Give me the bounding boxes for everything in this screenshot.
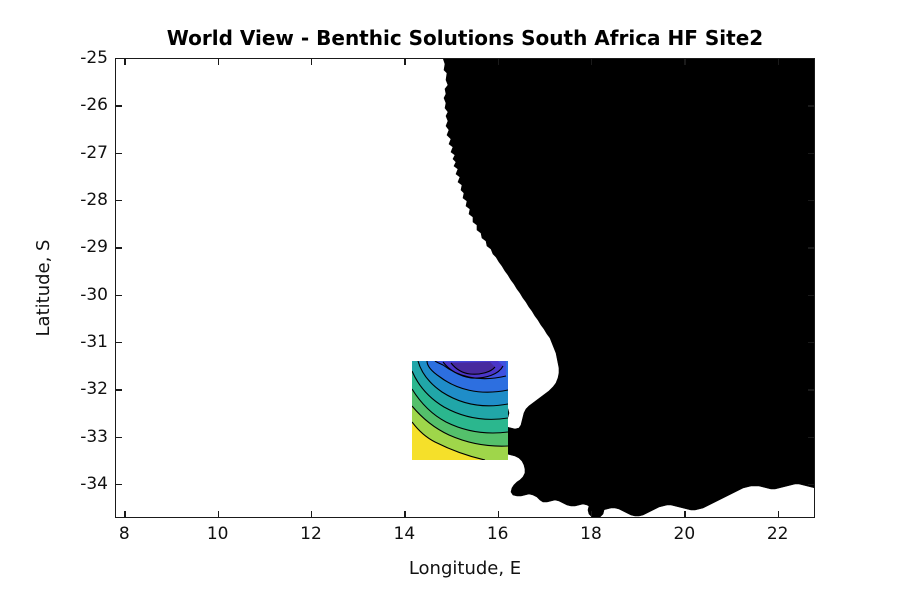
map-axes[interactable] bbox=[115, 58, 815, 518]
xtick-label: 10 bbox=[206, 524, 229, 544]
ytick-mark bbox=[115, 58, 122, 60]
ytick-label: -32 bbox=[80, 379, 108, 400]
xtick-mark bbox=[777, 511, 779, 518]
contour-band-1 bbox=[451, 362, 495, 375]
ytick-mark bbox=[115, 152, 122, 154]
ytick-mark bbox=[115, 105, 122, 107]
xtick-mark-top bbox=[124, 58, 126, 65]
xtick-mark bbox=[497, 511, 499, 518]
ytick-mark-right bbox=[808, 105, 815, 107]
ytick-label: -25 bbox=[80, 48, 108, 68]
xtick-mark bbox=[217, 511, 219, 518]
xtick-label: 8 bbox=[118, 524, 130, 544]
ytick-mark-right bbox=[808, 436, 815, 438]
ytick-label: -28 bbox=[80, 190, 108, 210]
contour-inset-layer[interactable] bbox=[412, 361, 508, 460]
xtick-mark-top bbox=[777, 58, 779, 65]
contour-lines bbox=[412, 361, 508, 460]
xtick-mark-top bbox=[497, 58, 499, 65]
ytick-mark bbox=[115, 200, 122, 202]
y-axis-label: Latitude, S bbox=[33, 239, 54, 337]
xtick-mark bbox=[311, 511, 313, 518]
xtick-label: 16 bbox=[486, 524, 509, 544]
page-title: World View - Benthic Solutions South Afr… bbox=[166, 26, 764, 50]
ytick-mark-right bbox=[808, 389, 815, 391]
xtick-label: 18 bbox=[580, 524, 602, 544]
ytick-mark bbox=[115, 247, 122, 249]
ytick-mark-right bbox=[808, 484, 815, 486]
ytick-mark-right bbox=[808, 152, 815, 154]
xtick-mark-top bbox=[217, 58, 219, 65]
x-axis-label: Longitude, E bbox=[408, 558, 522, 579]
xtick-mark-top bbox=[404, 58, 406, 65]
xtick-mark bbox=[124, 511, 126, 518]
xtick-mark bbox=[591, 511, 593, 518]
ytick-mark-right bbox=[808, 294, 815, 296]
xtick-label: 20 bbox=[673, 524, 696, 544]
ytick-mark bbox=[115, 342, 122, 344]
xtick-label: 22 bbox=[766, 524, 789, 544]
ytick-label: -26 bbox=[80, 95, 108, 116]
ytick-label: -33 bbox=[80, 426, 108, 447]
xtick-mark-top bbox=[311, 58, 313, 65]
ytick-mark-right bbox=[808, 342, 815, 344]
map-svg bbox=[412, 58, 815, 518]
xtick-label: 12 bbox=[300, 524, 322, 544]
ytick-mark-right bbox=[808, 200, 815, 202]
ytick-mark bbox=[115, 294, 122, 296]
ytick-mark bbox=[115, 484, 122, 486]
xtick-mark bbox=[684, 511, 686, 518]
ytick-mark bbox=[115, 389, 122, 391]
xtick-label: 14 bbox=[393, 524, 416, 544]
ytick-mark bbox=[115, 436, 122, 438]
ytick-label: -34 bbox=[80, 474, 108, 494]
ytick-mark-right bbox=[808, 247, 815, 249]
xtick-mark-top bbox=[684, 58, 686, 65]
xtick-mark-top bbox=[591, 58, 593, 65]
ytick-label: -29 bbox=[80, 237, 108, 258]
ytick-mark-right bbox=[808, 58, 815, 60]
ytick-label: -27 bbox=[80, 142, 108, 163]
ytick-label: -31 bbox=[80, 332, 108, 352]
ytick-label: -30 bbox=[80, 284, 108, 305]
xtick-mark bbox=[404, 511, 406, 518]
